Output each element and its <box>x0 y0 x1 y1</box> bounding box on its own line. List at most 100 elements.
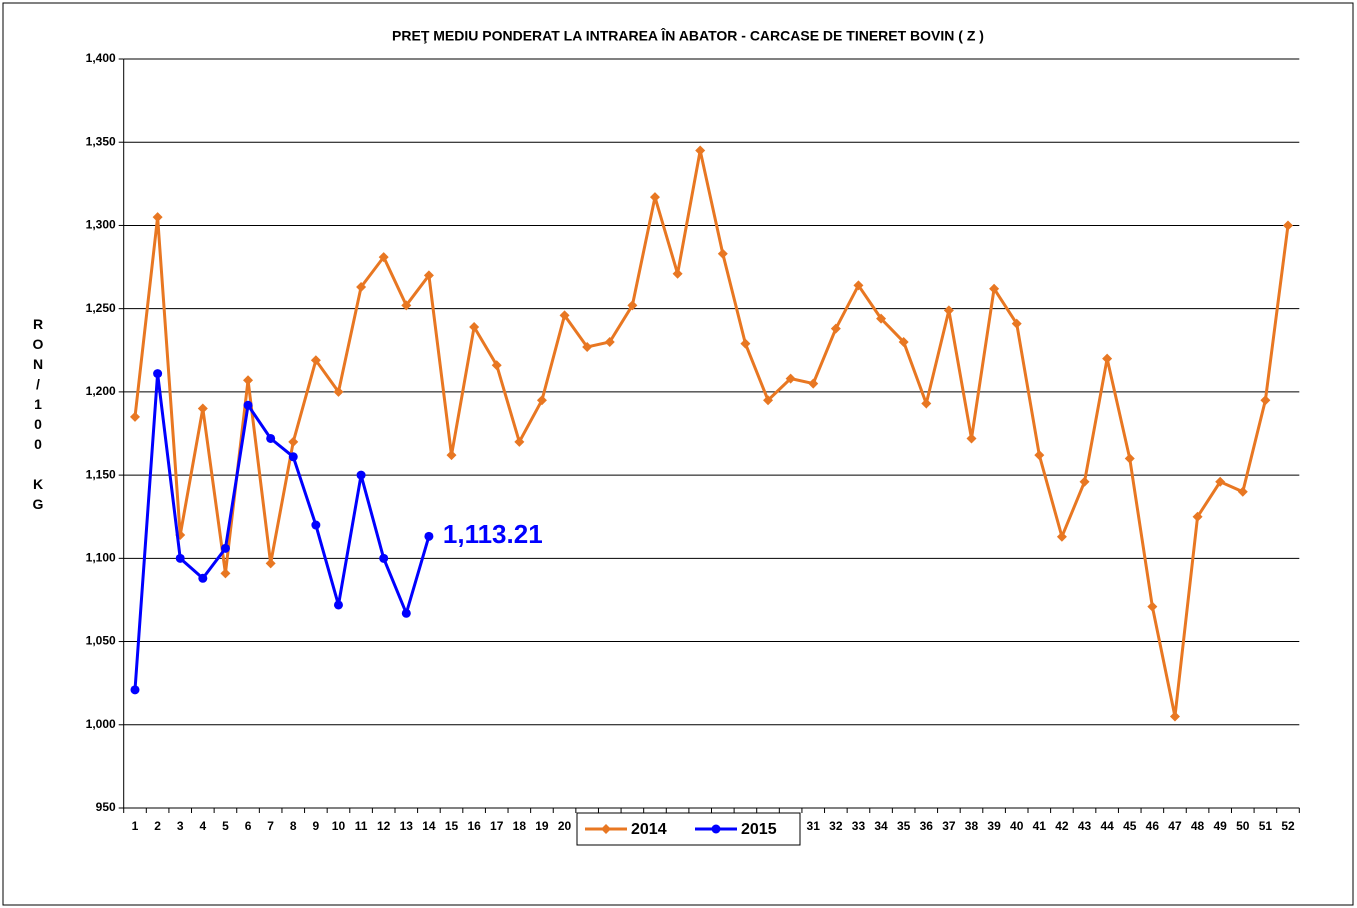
line <box>133 373 431 690</box>
x-tick-label: 49 <box>1213 819 1227 833</box>
marker <box>943 305 954 316</box>
x-tick-label: 46 <box>1146 819 1160 833</box>
x-tick-label: 48 <box>1191 819 1205 833</box>
marker <box>740 338 751 349</box>
y-tick-label: 1,350 <box>86 134 116 148</box>
x-tick-label: 33 <box>852 819 866 833</box>
marker <box>763 395 774 406</box>
series: 1,113.21 <box>130 369 543 695</box>
x-tick-label: 52 <box>1281 819 1295 833</box>
y-tick-label: 1,250 <box>86 301 116 315</box>
marker <box>898 336 909 347</box>
y-axis-label: RON/100 KG <box>30 316 46 516</box>
series <box>130 145 1293 722</box>
x-tick-label: 39 <box>987 819 1001 833</box>
marker <box>1079 476 1090 487</box>
marker <box>1282 220 1293 231</box>
marker <box>446 450 457 461</box>
x-tick-label: 42 <box>1055 819 1069 833</box>
x-tick-label: 32 <box>829 819 843 833</box>
x-tick-label: 31 <box>807 819 821 833</box>
x-tick-label: 17 <box>490 819 504 833</box>
x-tick-label: 9 <box>313 819 320 833</box>
x-tick-label: 40 <box>1010 819 1024 833</box>
marker <box>1102 353 1113 364</box>
x-tick-label: 43 <box>1078 819 1092 833</box>
x-tick-label: 44 <box>1100 819 1114 833</box>
marker <box>1260 395 1271 406</box>
x-tick-label: 5 <box>222 819 229 833</box>
y-tick-label: 1,200 <box>86 384 116 398</box>
marker <box>288 436 299 447</box>
marker <box>197 403 208 414</box>
marker <box>1011 318 1022 329</box>
marker <box>785 373 796 384</box>
marker <box>921 398 932 409</box>
x-tick-label: 51 <box>1259 819 1273 833</box>
x-tick-label: 47 <box>1168 819 1182 833</box>
x-tick-label: 38 <box>965 819 979 833</box>
marker <box>604 336 615 347</box>
marker <box>1034 450 1045 461</box>
x-tick-label: 41 <box>1033 819 1047 833</box>
y-tick-label: 1,150 <box>86 467 116 481</box>
marker <box>379 553 389 563</box>
line <box>133 150 1290 717</box>
marker <box>514 436 525 447</box>
x-tick-label: 18 <box>513 819 527 833</box>
marker <box>876 313 887 324</box>
x-tick-label: 8 <box>290 819 297 833</box>
x-tick-label: 3 <box>177 819 184 833</box>
x-tick-label: 35 <box>897 819 911 833</box>
x-tick-label: 34 <box>874 819 888 833</box>
marker <box>333 386 344 397</box>
marker <box>989 283 1000 294</box>
y-tick-label: 1,000 <box>86 717 116 731</box>
marker <box>582 341 593 352</box>
x-tick-label: 50 <box>1236 819 1250 833</box>
x-tick-label: 12 <box>377 819 391 833</box>
marker <box>695 145 706 156</box>
x-tick-label: 1 <box>132 819 139 833</box>
x-tick-label: 2 <box>154 819 161 833</box>
marker <box>378 252 389 263</box>
marker <box>356 282 367 293</box>
marker <box>401 300 412 311</box>
x-tick-label: 45 <box>1123 819 1137 833</box>
marker <box>311 520 321 530</box>
marker <box>266 433 276 443</box>
marker <box>333 600 343 610</box>
y-tick-label: 950 <box>96 800 116 814</box>
x-tick-label: 6 <box>245 819 252 833</box>
marker <box>198 573 208 583</box>
marker <box>265 558 276 569</box>
marker <box>310 355 321 366</box>
y-tick-label: 1,400 <box>86 51 116 65</box>
y-tick-label: 1,300 <box>86 218 116 232</box>
marker <box>152 212 163 223</box>
x-tick-label: 20 <box>558 819 572 833</box>
marker <box>424 531 434 541</box>
marker <box>711 824 721 834</box>
marker <box>830 323 841 334</box>
marker <box>423 270 434 281</box>
x-tick-label: 15 <box>445 819 459 833</box>
data-label: 1,113.21 <box>443 519 543 549</box>
marker <box>536 395 547 406</box>
marker <box>1215 476 1226 487</box>
marker <box>1237 486 1248 497</box>
x-tick-label: 19 <box>535 819 549 833</box>
x-tick-label: 4 <box>199 819 206 833</box>
x-tick-label: 16 <box>467 819 481 833</box>
marker <box>401 608 411 618</box>
y-tick-label: 1,050 <box>86 634 116 648</box>
marker <box>649 192 660 203</box>
legend-label: 2014 <box>631 821 667 838</box>
marker <box>130 685 140 695</box>
x-tick-label: 36 <box>920 819 934 833</box>
marker <box>559 310 570 321</box>
marker <box>220 543 230 553</box>
marker <box>288 452 298 462</box>
marker <box>853 280 864 291</box>
